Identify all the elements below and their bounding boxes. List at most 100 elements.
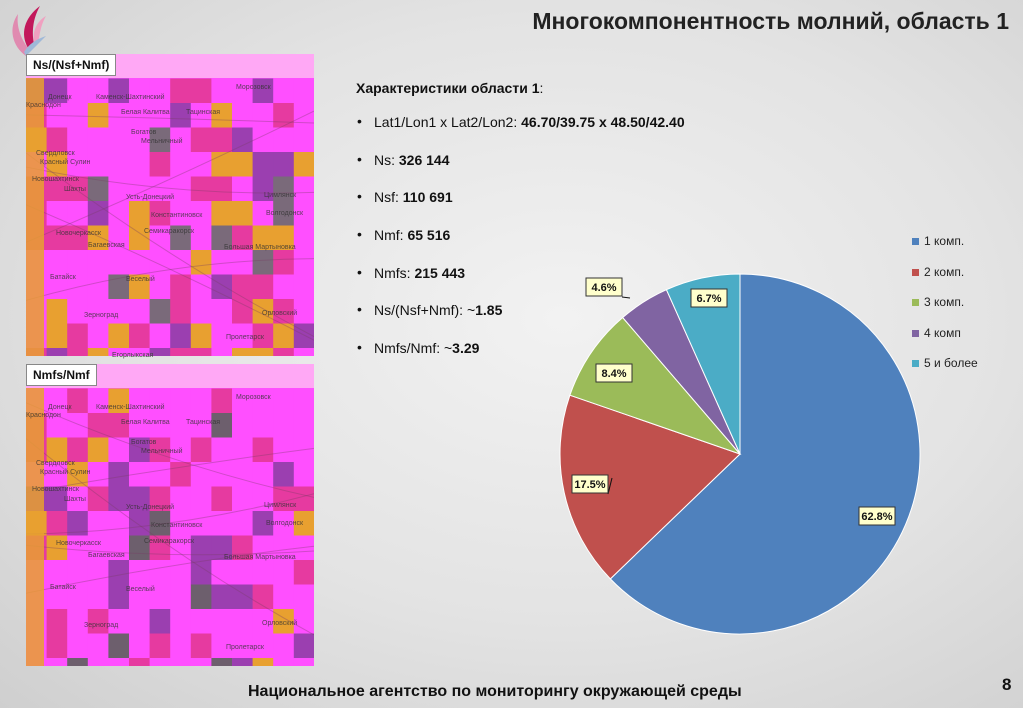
map-cell — [293, 486, 314, 512]
map-cell — [108, 152, 130, 177]
map-cell — [108, 348, 130, 356]
map-cell — [129, 535, 151, 561]
map-cell — [149, 176, 171, 202]
map-cell — [190, 176, 212, 202]
info-item-nmfs-ratio: Nmfs/Nmf: ~3.29 — [356, 339, 685, 378]
map-cell — [232, 462, 254, 487]
map-cell — [129, 250, 151, 275]
map-cell — [67, 609, 89, 634]
map-cell — [232, 323, 254, 349]
map-cell — [232, 348, 254, 356]
map-cell — [273, 176, 295, 202]
map-cell — [149, 511, 171, 536]
map-cell — [46, 176, 68, 202]
info-item-coordinates: Lat1/Lon1 x Lat2/Lon2: 46.70/39.75 x 48.… — [356, 113, 685, 152]
map-cell — [273, 323, 295, 349]
map-cell — [129, 658, 151, 666]
map-nmfs-ratio: Nmfs/Nmf Донецк Каменск-Шахтинский Белая К… — [26, 364, 314, 666]
map-cell — [170, 201, 192, 226]
map-town-label: Тацинская — [186, 419, 221, 426]
legend-item: 3 комп. — [912, 295, 978, 326]
info-item-nmfs: Nmfs: 215 443 — [356, 264, 685, 303]
map-cell — [211, 462, 233, 487]
map-cell — [190, 584, 212, 610]
map-town-label: Каменск-Шахтинский — [96, 94, 165, 101]
map-cell — [170, 658, 192, 666]
map-road — [26, 258, 314, 301]
map-cell — [232, 103, 254, 128]
map-cell — [129, 225, 151, 251]
map-cell — [149, 658, 171, 666]
info-item-ns-ratio: Ns/(Nsf+Nmf): ~1.85 — [356, 301, 685, 340]
map-town-label: Шахты — [64, 186, 86, 193]
map-cell — [273, 348, 295, 356]
map-cell — [211, 535, 233, 561]
map-cell — [67, 388, 89, 414]
map-cell — [252, 609, 274, 634]
map-cell — [129, 388, 151, 414]
map-cell — [252, 103, 274, 128]
map-road — [26, 493, 314, 535]
map-cell — [252, 388, 274, 414]
map-cell — [232, 413, 254, 438]
map-town-label: Донецк — [48, 94, 72, 101]
legend-swatch — [912, 268, 919, 276]
map-cell — [190, 78, 212, 104]
map-cell — [273, 560, 295, 585]
map-cell — [87, 299, 109, 324]
map-cell — [149, 486, 171, 512]
data-label: 62.8% — [861, 511, 892, 523]
map-cell — [87, 584, 109, 610]
map-cell — [170, 584, 192, 610]
map-cell — [87, 323, 109, 349]
map-cell — [149, 388, 171, 414]
map-road — [26, 204, 314, 341]
map-cell — [108, 78, 130, 104]
map-cell — [129, 78, 151, 104]
map-cell — [293, 103, 314, 128]
map-cell — [190, 274, 212, 300]
map-cell — [108, 560, 130, 585]
map-cell — [190, 323, 212, 349]
map-cell — [293, 299, 314, 324]
info-item-ns: Ns: 326 144 — [356, 151, 685, 190]
map-town-label: Донецк — [48, 404, 72, 411]
map-cell — [129, 462, 151, 487]
map-cell — [46, 78, 68, 104]
map-cell — [87, 103, 109, 128]
map-town-label: Новочеркасск — [56, 230, 101, 237]
map-cell — [46, 103, 68, 128]
map-cell — [252, 486, 274, 512]
map-cell — [211, 388, 233, 414]
map-cell — [87, 437, 109, 463]
map-cell — [170, 225, 192, 251]
map-town-label: Шахты — [64, 496, 86, 503]
map-town-label: Мельничный — [141, 138, 183, 145]
map-cell — [252, 176, 274, 202]
map-town-label: Красный Сулин — [40, 469, 91, 476]
map-town-label: Усть-Донецкий — [126, 504, 175, 511]
map-cell — [87, 486, 109, 512]
map-cell — [170, 486, 192, 512]
map-cell — [46, 413, 68, 438]
map-cell — [232, 633, 254, 659]
data-label: 17.5% — [574, 479, 605, 491]
map-cell — [149, 633, 171, 659]
map-cell — [232, 437, 254, 463]
map-road — [26, 447, 314, 494]
map-cell — [46, 462, 68, 487]
map-cell — [252, 437, 274, 463]
map-cell — [129, 274, 151, 300]
map-cell — [211, 511, 233, 536]
map-cell — [149, 323, 171, 349]
data-label: 6.7% — [696, 293, 721, 305]
map-cell — [129, 486, 151, 512]
map-town-label: Зерноград — [84, 622, 119, 629]
map-cell — [211, 609, 233, 634]
map-cell — [273, 152, 295, 177]
map-cell — [149, 274, 171, 300]
map-cell — [252, 584, 274, 610]
map-grid — [26, 78, 314, 356]
map-road — [26, 152, 314, 338]
data-label: 4.6% — [591, 282, 616, 294]
